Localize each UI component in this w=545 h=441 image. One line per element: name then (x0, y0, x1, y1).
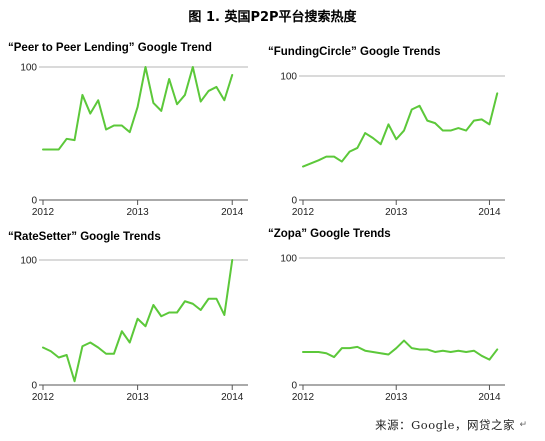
chart4-x-tick-label-2013: 2013 (385, 392, 408, 403)
chart3-x-tick-label-2012: 2012 (32, 392, 55, 403)
chart3-y-tick-label-100: 100 (20, 256, 37, 267)
chart2-title: “FundingCircle” Google Trends (268, 46, 441, 58)
source-note: 来源：Google，网贷之家 (375, 418, 515, 432)
chart1-title: “Peer to Peer Lending” Google Trend (8, 42, 212, 54)
chart4-x-tick-label-2014: 2014 (478, 392, 501, 403)
chart2-x-tick-label-2014: 2014 (478, 207, 501, 218)
chart4-y-tick-label-100: 100 (280, 254, 297, 265)
chart4-series-line-1 (302, 339, 499, 361)
chart1-x-tick-label-2013: 2013 (126, 207, 149, 218)
chart1-x-tick-label-2012: 2012 (32, 207, 55, 218)
chart3-x-tick-label-2013: 2013 (126, 392, 149, 403)
chart1-y-tick-label-0: 0 (31, 196, 37, 207)
chart2-x-tick-label-2013: 2013 (385, 207, 408, 218)
chart3-series-line-1 (42, 259, 234, 383)
chart4-title: “Zopa” Google Trends (268, 228, 391, 240)
chart1-y-tick-label-100: 100 (20, 63, 37, 74)
chart2-series-line-1 (302, 92, 499, 168)
chart1-x-tick-label-2014: 2014 (221, 207, 244, 218)
chart2-x-tick-label-2012: 2012 (292, 207, 315, 218)
chart4-y-tick-label-0: 0 (291, 381, 297, 392)
return-mark: ↵ (519, 420, 527, 430)
chart2-y-tick-label-0: 0 (291, 196, 297, 207)
chart3-title: “RateSetter” Google Trends (8, 231, 161, 243)
chart1-series-line-1 (42, 66, 234, 151)
chart3-x-tick-label-2014: 2014 (221, 392, 244, 403)
chart4-x-tick-label-2012: 2012 (292, 392, 315, 403)
figure-title: 图 1. 英国P2P平台搜索热度 (188, 10, 357, 25)
chart2-y-tick-label-100: 100 (280, 72, 297, 83)
chart3-y-tick-label-0: 0 (31, 381, 37, 392)
